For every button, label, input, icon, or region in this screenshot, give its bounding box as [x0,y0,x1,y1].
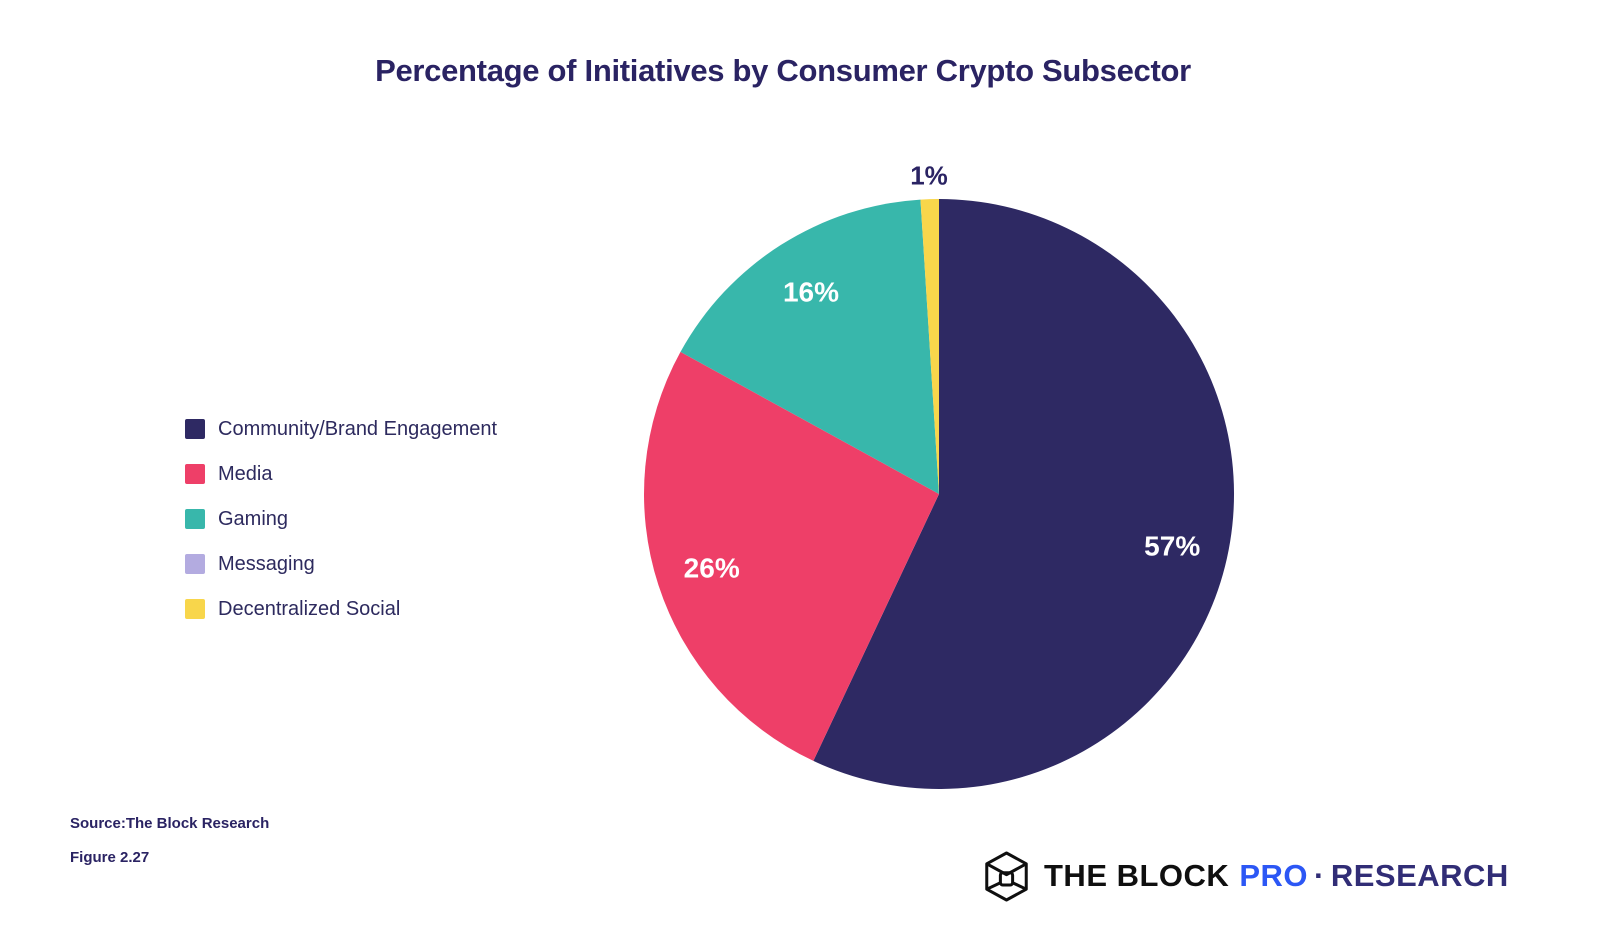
legend-label: Community/Brand Engagement [218,417,498,440]
chart-title: Percentage of Initiatives by Consumer Cr… [375,53,1191,88]
legend-item-media: Media [185,462,497,485]
legend-label: Decentralized Social [218,597,401,620]
logo-pro: PRO [1239,858,1309,893]
pie-chart: 57% 26% 16% 1% [644,161,1235,789]
logo-the-block: THE BLOCK [1044,858,1230,893]
legend-label: Gaming [218,507,289,530]
pie-label-decentralized-social: 1% [910,161,948,191]
legend-item-messaging: Messaging [185,552,497,575]
legend-label: Messaging [218,552,315,575]
legend-swatch [185,509,205,529]
legend-swatch [185,419,205,439]
legend-item-gaming: Gaming [185,507,497,530]
legend: Community/Brand Engagement Media Gaming Mes… [185,417,498,620]
brand-logo: THE BLOCK PRO · RESEARCH [983,850,1509,902]
legend-item-decentralized-social: Decentralized Social [185,597,497,620]
pie-slice-media [644,351,939,761]
logo-separator: · [1314,858,1325,893]
pie-slice-decentralized-social [920,199,939,494]
pie-slice-community-brand-engagement [813,199,1235,789]
pie-label-media: 26% [684,552,740,583]
legend-item-community-brand-engagement: Community/Brand Engagement [185,417,498,440]
legend-swatch [185,599,205,619]
logo-research: RESEARCH [1330,858,1509,893]
legend-swatch [185,464,205,484]
pie-label-gaming: 16% [783,277,839,308]
block-cube-icon [985,850,1028,902]
source-note: Source:The Block Research [70,815,270,832]
figure-number: Figure 2.27 [70,849,150,866]
legend-swatch [185,554,205,574]
pie-label-community-brand-engagement: 57% [1144,531,1200,562]
legend-label: Media [218,462,273,485]
pie-slice-gaming [680,199,939,494]
